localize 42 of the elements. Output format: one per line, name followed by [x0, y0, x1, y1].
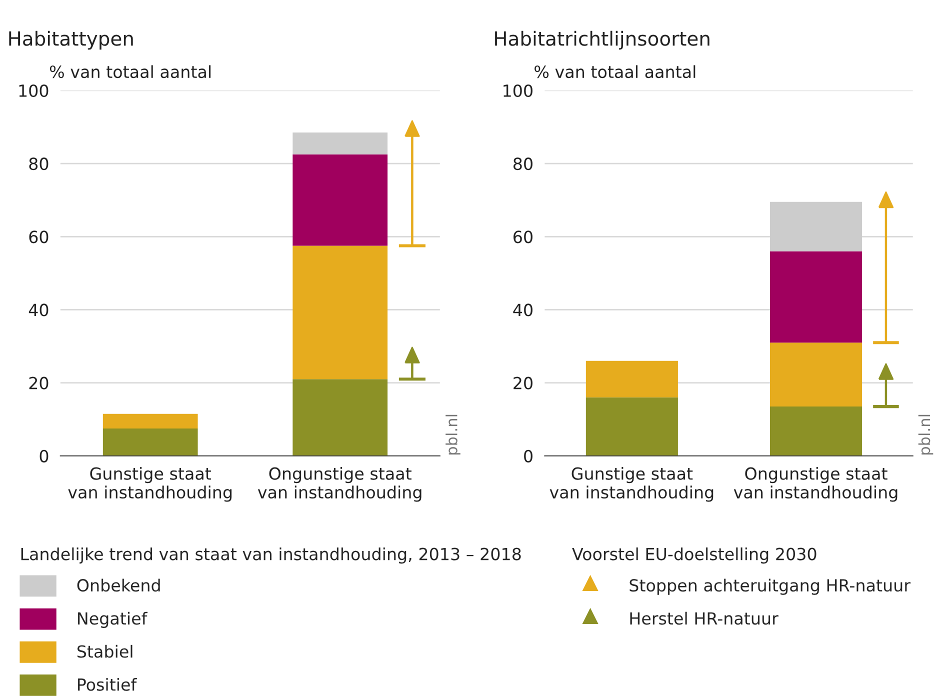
bar [292, 132, 388, 154]
bar [292, 379, 388, 456]
bar [770, 202, 862, 252]
bar [102, 428, 198, 456]
legend-label: Positief [78, 678, 137, 691]
bar [292, 154, 388, 246]
x-tick-label: Gunstige staat van instandhouding [68, 466, 232, 502]
x-tick-label: Ongunstige staat van instandhouding [258, 466, 422, 502]
bar [292, 246, 388, 380]
bar [770, 342, 862, 407]
y-tick-label: 0 [524, 450, 532, 462]
y-tick-label: 100 [504, 84, 532, 98]
y-tick-label: 0 [40, 450, 48, 462]
legend-title: Landelijke trend van staat van instandhouding, 2013 – 2018 [21, 547, 521, 564]
y-tick-label: 80 [514, 158, 532, 170]
bar [586, 397, 678, 456]
bar [586, 360, 678, 398]
y-tick-label: 80 [29, 158, 48, 170]
legend-label: Negatief [78, 612, 148, 628]
text: pbl.nl [446, 414, 460, 454]
legend-label: Onbekend [77, 578, 160, 592]
y-tick-label: 20 [29, 376, 48, 390]
bar [770, 406, 862, 456]
legend-label: Stabiel [77, 644, 132, 658]
bar [102, 414, 198, 428]
y-tick-label: 40 [513, 304, 532, 316]
legend-label: Stoppen achteruitgang HR-natuur [630, 578, 911, 595]
x-tick-label: Ongunstige staat van instandhouding [734, 466, 898, 502]
y-tick-label: 100 [19, 84, 48, 98]
chart-title: Habitattypen [9, 30, 133, 50]
y-tick-label: 60 [29, 230, 48, 244]
text: pbl.nl [918, 414, 934, 454]
y-axis-title: % van totaal aantal [534, 65, 696, 78]
legend-label: Herstel HR-natuur [630, 612, 778, 625]
y-tick-label: 60 [514, 230, 532, 244]
x-tick-label: Gunstige staat van instandhouding [550, 466, 714, 502]
y-tick-label: 20 [514, 376, 532, 390]
y-axis-title: % van totaal aantal [50, 65, 211, 78]
bar [770, 251, 862, 343]
chart-title: Habitatrichtlijnsoorten [495, 30, 710, 50]
y-tick-label: 40 [28, 304, 48, 316]
legend-title: Voorstel EU-doelstelling 2030 [572, 547, 816, 564]
